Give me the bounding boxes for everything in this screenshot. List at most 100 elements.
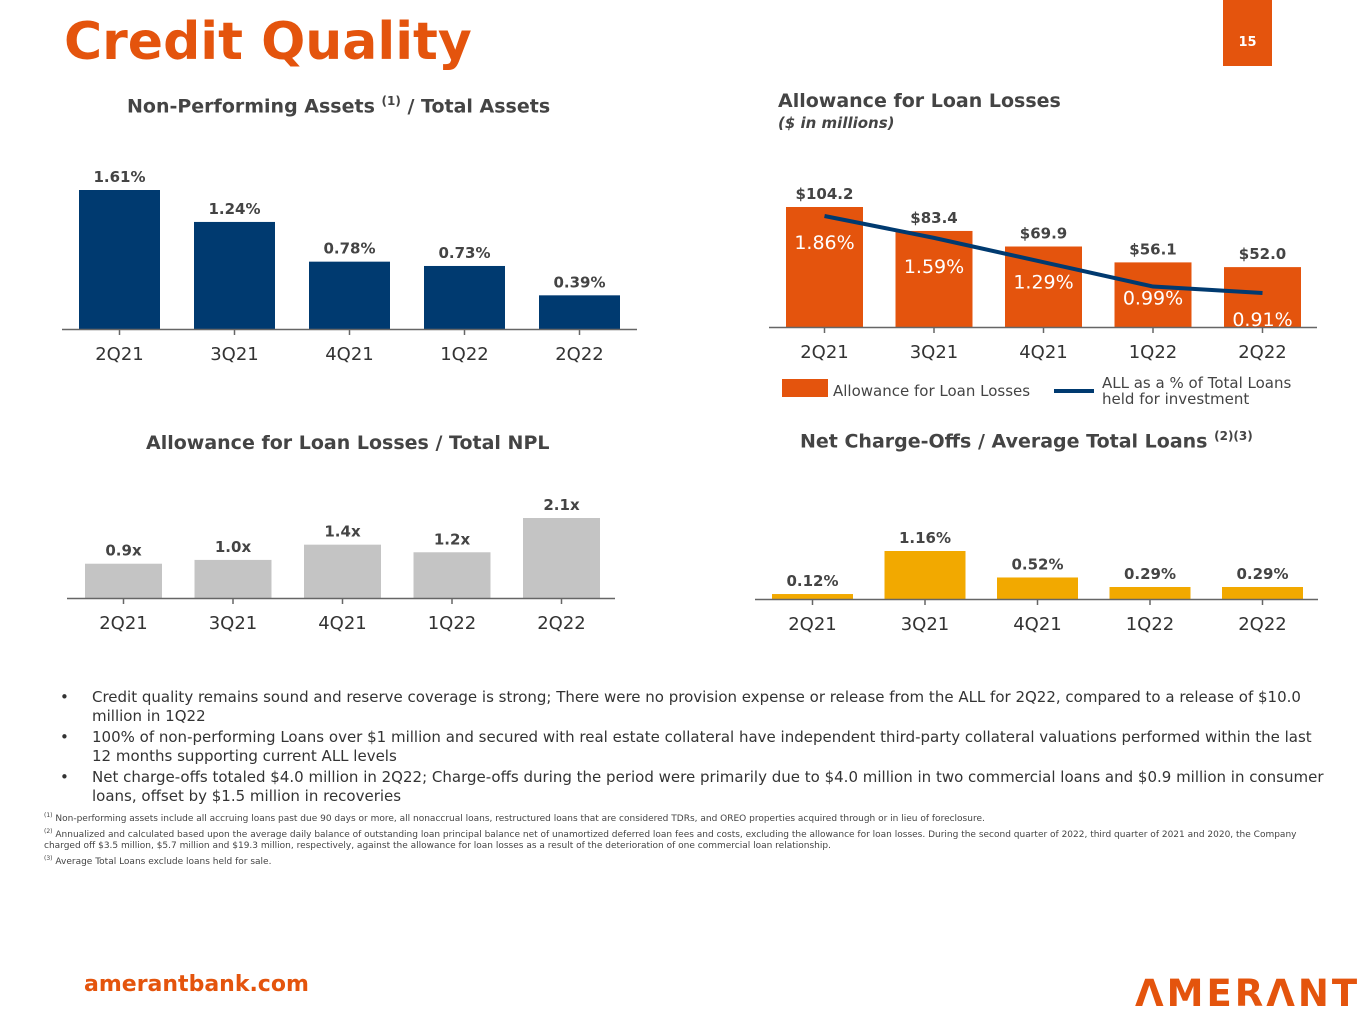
npa-tick-label: 4Q21 [325, 344, 374, 365]
all-value-label: $69.9 [1020, 225, 1067, 243]
all-bar [1114, 262, 1192, 327]
footnote-text: Average Total Loans exclude loans held f… [55, 856, 272, 867]
legend-line-swatch [1054, 389, 1094, 393]
npa-value-label: 1.24% [208, 200, 260, 218]
nco-bar [1222, 587, 1303, 599]
npl-value-label: 0.9x [105, 542, 142, 560]
npl-tick-label: 2Q22 [537, 613, 586, 634]
nco-tick-label: 4Q21 [1013, 614, 1062, 635]
npa-bar [539, 295, 620, 329]
npl-bar [85, 563, 162, 598]
nco-value-label: 0.12% [786, 572, 838, 590]
npl-tick-label: 4Q21 [318, 613, 367, 634]
all-pct-label: 1.29% [1013, 272, 1073, 294]
all-value-label: $56.1 [1129, 240, 1176, 258]
nco-bar [1109, 587, 1191, 599]
nco-tick-label: 3Q21 [901, 614, 950, 635]
npl-tick-label: 2Q21 [99, 613, 148, 634]
npa-value-label: 0.78% [323, 240, 375, 258]
website-link[interactable]: amerantbank.com [84, 972, 309, 997]
all-bar [1005, 246, 1082, 327]
npa-value-label: 0.39% [553, 273, 605, 291]
npl-value-label: 1.0x [215, 538, 252, 556]
npl-tick-label: 1Q22 [428, 613, 477, 634]
npa-value-label: 0.73% [438, 244, 490, 262]
amerant-logo: ΛMERΛNT [1135, 972, 1361, 1015]
all-pct-line [824, 214, 1263, 295]
all-chart-title: Allowance for Loan Losses [778, 90, 1061, 112]
all-bar [786, 207, 863, 327]
footnotes: (1) Non-performing assets include all ac… [44, 810, 1324, 868]
npl-tick-label: 3Q21 [209, 613, 258, 634]
npl-bar [194, 559, 272, 598]
npa-tick-label: 3Q21 [210, 344, 259, 365]
npl-bar [523, 518, 600, 598]
nco-bar [884, 551, 966, 599]
npa-tick-label: 2Q22 [555, 344, 604, 365]
legend-line-label-1: ALL as a % of Total Loans [1102, 374, 1292, 392]
npl-bar [413, 552, 491, 598]
npl-chart-title: Allowance for Loan Losses / Total NPL [146, 432, 550, 454]
npl-value-label: 1.2x [434, 530, 471, 548]
nco-value-label: 0.29% [1124, 565, 1176, 583]
all-tick-label: 3Q21 [910, 342, 959, 363]
npl-value-label: 2.1x [543, 496, 580, 514]
page-title: Credit Quality [64, 12, 472, 72]
nco-value-label: 0.52% [1011, 555, 1063, 573]
commentary-bullets: Credit quality remains sound and reserve… [60, 688, 1335, 808]
npa-title-suffix: / Total Assets [407, 95, 551, 118]
npa-chart-title: Non-Performing Assets (1) / Total Assets [127, 94, 550, 117]
footnote-2: (2) Annualized and calculated based upon… [44, 826, 1324, 853]
all-tick-label: 4Q21 [1019, 342, 1068, 363]
footnote-mark: (1) [44, 812, 53, 819]
all-bar [895, 230, 973, 327]
all-bar [1224, 267, 1301, 327]
nco-bar [997, 577, 1078, 599]
npa-bar [194, 221, 275, 329]
npa-title-main: Non-Performing Assets [127, 95, 375, 118]
legend-line-label-2: held for investment [1102, 390, 1250, 408]
nco-tick-label: 1Q22 [1126, 614, 1175, 635]
npa-value-label: 1.61% [93, 168, 145, 186]
nco-chart-title: Net Charge-Offs / Average Total Loans (2… [800, 429, 1253, 452]
npa-tick-label: 1Q22 [440, 344, 489, 365]
all-tick-label: 1Q22 [1129, 342, 1178, 363]
npa-bar [79, 190, 160, 329]
footnote-mark: (2) [44, 827, 53, 835]
npa-bar [309, 261, 390, 329]
all-pct-label: 1.86% [794, 232, 854, 254]
all-tick-label: 2Q22 [1238, 342, 1287, 363]
footnote-mark: (3) [44, 854, 53, 862]
all-value-label: $52.0 [1239, 245, 1286, 263]
page-number-badge: 15 [1223, 0, 1272, 66]
footnote-text: Non-performing assets include all accrui… [55, 814, 985, 824]
all-value-label: $104.2 [796, 185, 854, 203]
footnote-text: Annualized and calculated based upon the… [44, 829, 1297, 852]
all-value-label: $83.4 [910, 209, 957, 227]
bullet-item: 100% of non-performing Loans over $1 mil… [60, 728, 1335, 766]
nco-value-label: 1.16% [899, 529, 951, 547]
bullet-item: Credit quality remains sound and reserve… [60, 688, 1335, 726]
npl-bar [304, 544, 381, 598]
page-number: 15 [1238, 35, 1257, 50]
legend-line-label: ALL as a % of Total Loans held for inves… [1102, 375, 1291, 407]
legend-bar-label: Allowance for Loan Losses [833, 382, 1031, 400]
all-tick-label: 2Q21 [800, 342, 849, 363]
nco-title-footnote: (2)(3) [1214, 429, 1253, 443]
all-pct-label: 0.99% [1123, 287, 1183, 309]
npa-title-footnote: (1) [381, 94, 401, 108]
npa-tick-label: 2Q21 [95, 344, 144, 365]
legend-bar-swatch [782, 379, 828, 397]
bullet-item: Net charge-offs totaled $4.0 million in … [60, 768, 1335, 806]
nco-tick-label: 2Q22 [1238, 614, 1287, 635]
all-chart-subtitle: ($ in millions) [778, 114, 895, 132]
all-pct-label: 0.91% [1232, 309, 1292, 331]
all-pct-label: 1.59% [904, 256, 964, 278]
footnote-3: (3) Average Total Loans exclude loans he… [44, 853, 1324, 869]
nco-title-main: Net Charge-Offs / Average Total Loans [800, 430, 1208, 453]
nco-tick-label: 2Q21 [788, 614, 837, 635]
nco-bar [772, 594, 853, 599]
npl-value-label: 1.4x [324, 523, 361, 541]
footnote-1: (1) Non-performing assets include all ac… [44, 810, 1324, 826]
